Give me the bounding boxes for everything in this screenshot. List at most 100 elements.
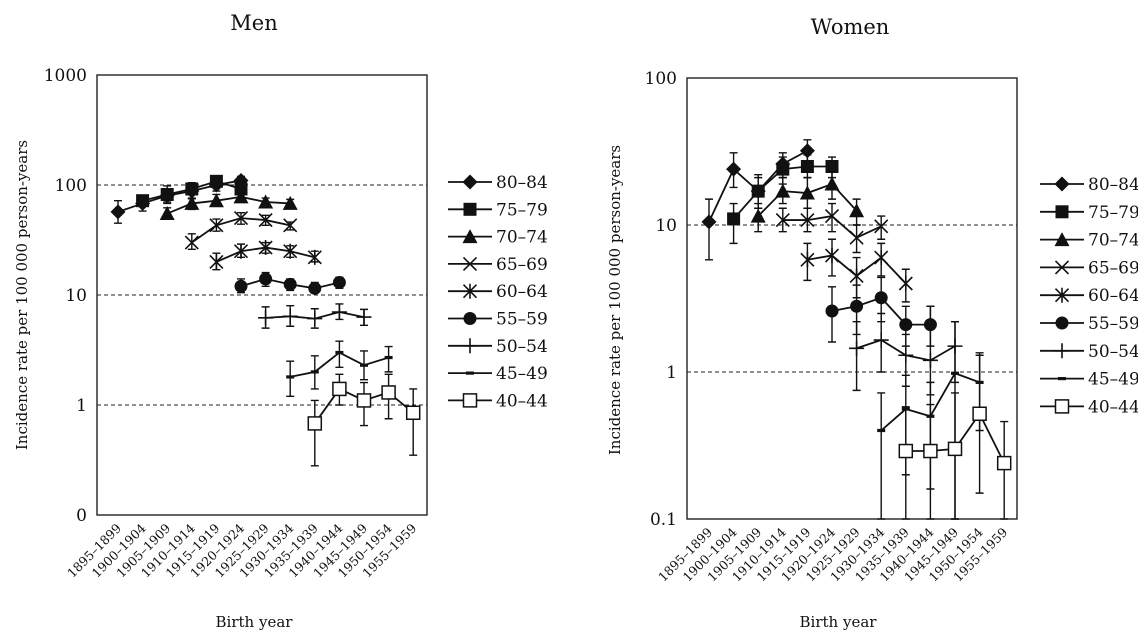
legend-label-men-0: 80–84: [496, 173, 548, 193]
y-axis-label-women: Incidence rate per 100 000 person-years: [606, 145, 624, 455]
legend-marker-men-5: [463, 312, 477, 325]
data-point-men-8: [381, 385, 396, 400]
error-bar-men-8: [310, 399, 319, 467]
legend-item-women-2: 70–74: [1040, 231, 1138, 251]
series-women-3: [775, 202, 889, 254]
chart-panel-men: Men Incidence rate per 100 000 person-ye…: [13, 11, 548, 631]
legend-label-men-7: 45–49: [496, 364, 548, 384]
data-point-women-3: [849, 230, 864, 245]
y-tick-label-women: 10: [655, 216, 677, 236]
data-point-women-0: [726, 161, 742, 177]
y-tick-label-men: 100: [55, 176, 87, 196]
data-point-men-1: [185, 182, 199, 196]
legend-label-women-7: 45–49: [1088, 370, 1138, 390]
error-bar-women-8: [901, 406, 910, 520]
data-point-women-3: [775, 213, 790, 228]
error-bar-women-3: [828, 202, 836, 233]
chart-title-men: Men: [230, 11, 277, 35]
legend-item-women-5: 55–59: [1040, 314, 1138, 334]
data-point-women-8: [972, 406, 987, 421]
data-point-men-2: [258, 194, 274, 209]
data-point-women-6: [898, 347, 914, 363]
y-tick-labels-women: 0.1 1 10 100: [645, 69, 677, 530]
y-tick-label-men: 1000: [44, 66, 87, 86]
series-men-8: [307, 373, 421, 467]
data-point-men-6: [282, 308, 298, 324]
data-point-women-2: [824, 176, 840, 191]
data-point-women-8: [947, 441, 963, 457]
error-bar-women-3: [877, 215, 886, 240]
legend-item-men-0: 80–84: [448, 173, 548, 193]
data-point-men-4: [307, 249, 322, 265]
x-tick-labels-women: 1895–18991900–19041905–19091910–19141915…: [655, 524, 1010, 584]
data-point-women-6: [922, 352, 938, 368]
gridlines-women: [687, 224, 1017, 373]
data-point-men-1: [160, 187, 174, 201]
data-point-men-3: [283, 218, 298, 233]
legend-label-men-4: 60–64: [496, 282, 548, 302]
error-bar-women-0: [705, 198, 713, 261]
data-point-women-5: [850, 299, 864, 313]
chart-title-women: Women: [811, 15, 890, 39]
data-point-men-6: [356, 309, 372, 325]
x-axis-label-women: Birth year: [800, 613, 878, 631]
data-point-women-2: [849, 203, 865, 218]
data-point-men-2: [233, 189, 249, 204]
data-point-men-5: [332, 275, 346, 289]
legend-item-women-0: 80–84: [1040, 175, 1138, 195]
data-point-men-5: [283, 277, 297, 291]
series-men-3: [184, 211, 298, 251]
data-point-men-2: [208, 193, 224, 208]
series-group-women: [701, 139, 1012, 520]
legend-label-women-6: 50–54: [1088, 342, 1138, 362]
data-point-women-1: [727, 212, 741, 226]
data-point-men-1: [209, 174, 223, 188]
data-point-women-4: [800, 252, 815, 268]
data-point-men-8: [405, 405, 421, 421]
y-tick-label-men: 0: [76, 506, 87, 526]
error-bar-men-7: [384, 345, 393, 373]
error-bar-men-8: [409, 388, 418, 456]
data-point-women-8: [923, 443, 938, 459]
legend-label-men-1: 75–79: [496, 200, 548, 220]
legend-item-women-8: 40–44: [1040, 397, 1138, 417]
y-tick-label-women: 100: [645, 69, 677, 89]
legend-marker-men-2: [462, 229, 478, 244]
legend-item-women-7: 45–49: [1040, 370, 1138, 390]
legend-women: 80–84 75–79 70–74 65–69 60–64 55–59 50–54 45–49…: [1040, 175, 1138, 417]
data-point-women-0: [701, 214, 717, 230]
series-women-8: [898, 352, 1012, 520]
legend-item-women-4: 60–64: [1040, 286, 1138, 306]
data-point-women-4: [849, 268, 864, 284]
data-point-men-2: [159, 206, 175, 221]
data-point-men-3: [209, 218, 224, 233]
series-men-4: [209, 240, 322, 271]
error-bar-men-7: [286, 360, 295, 397]
legend-item-men-4: 60–64: [448, 282, 548, 302]
legend-item-men-7: 45–49: [448, 364, 548, 384]
legend-item-men-2: 70–74: [448, 228, 548, 248]
legend-marker-women-3: [1054, 260, 1070, 275]
legend-marker-women-5: [1055, 316, 1069, 330]
legend-label-men-8: 40–44: [496, 391, 548, 411]
legend-label-men-3: 65–69: [496, 255, 548, 275]
legend-item-men-6: 50–54: [448, 337, 548, 357]
data-point-women-1: [825, 160, 839, 174]
error-bar-women-8: [926, 403, 935, 520]
data-point-men-5: [234, 279, 248, 293]
series-group-men: [110, 172, 421, 467]
error-bar-women-7: [877, 392, 886, 520]
series-men-7: [286, 340, 393, 397]
data-point-men-4: [258, 240, 273, 256]
legend-label-men-5: 55–59: [496, 310, 548, 330]
legend-marker-women-2: [1054, 232, 1070, 247]
series-men-2: [159, 189, 298, 221]
legend-marker-men-3: [462, 256, 478, 271]
legend-label-women-4: 60–64: [1088, 286, 1138, 306]
data-point-men-4: [209, 254, 224, 270]
data-point-men-1: [136, 194, 150, 208]
error-bar-women-8: [975, 352, 984, 494]
legend-label-men-6: 50–54: [496, 337, 548, 357]
chart-panel-women: Women Incidence rate per 100 000 person-…: [606, 15, 1138, 631]
